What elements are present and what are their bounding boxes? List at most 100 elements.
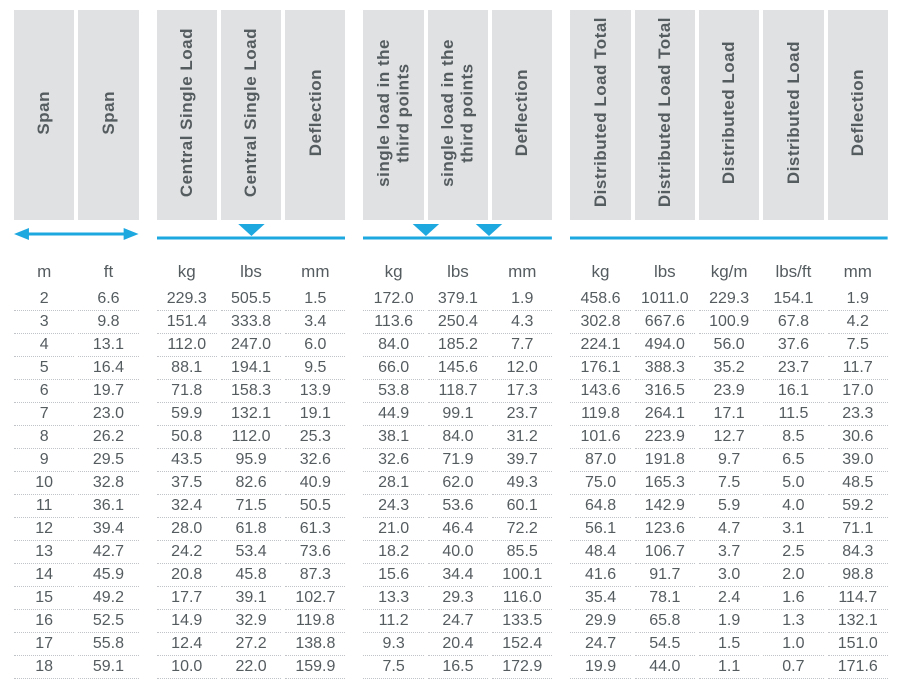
col-header-label: Distributed Load [719, 41, 739, 184]
unit-csl_defl: mm [285, 248, 345, 288]
cell-dl_defl: 98.8 [828, 564, 888, 587]
spacer [556, 380, 566, 403]
cell-csl_lbs: 505.5 [221, 288, 281, 311]
cell-tpl_defl: 60.1 [492, 495, 552, 518]
cell-tpl_kg: 18.2 [363, 541, 423, 564]
spacer [349, 541, 359, 564]
cell-span_ft: 45.9 [78, 564, 138, 587]
table-row: 1445.920.845.887.315.634.4100.141.691.73… [14, 564, 888, 587]
unit-row: mftkglbsmmkglbsmmkglbskg/mlbs/ftmm [14, 248, 888, 288]
cell-span_m: 18 [14, 656, 74, 679]
spacer [143, 541, 153, 564]
cell-span_ft: 19.7 [78, 380, 138, 403]
cell-dl_defl: 23.3 [828, 403, 888, 426]
cell-span_m: 16 [14, 610, 74, 633]
unit-dl_lbsft: lbs/ft [763, 248, 823, 288]
cell-span_m: 10 [14, 472, 74, 495]
cell-span_m: 2 [14, 288, 74, 311]
cell-dlt_lbs: 667.6 [635, 311, 695, 334]
table-row: 1755.812.427.2138.89.320.4152.424.754.51… [14, 633, 888, 656]
cell-dl_kgm: 56.0 [699, 334, 759, 357]
cell-csl_kg: 10.0 [157, 656, 217, 679]
cell-tpl_lbs: 84.0 [428, 426, 488, 449]
spacer [556, 564, 566, 587]
table-row: 26.6229.3505.51.5172.0379.11.9458.61011.… [14, 288, 888, 311]
spacer [349, 10, 359, 220]
cell-dl_kgm: 5.9 [699, 495, 759, 518]
cell-csl_lbs: 27.2 [221, 633, 281, 656]
cell-dlt_kg: 119.8 [570, 403, 630, 426]
cell-csl_kg: 59.9 [157, 403, 217, 426]
col-header-dl_lbsft: Distributed Load [763, 10, 823, 220]
spacer [143, 495, 153, 518]
diagram-row [14, 220, 888, 248]
cell-csl_kg: 43.5 [157, 449, 217, 472]
cell-csl_defl: 32.6 [285, 449, 345, 472]
spacer [349, 564, 359, 587]
cell-dlt_kg: 302.8 [570, 311, 630, 334]
cell-csl_lbs: 39.1 [221, 587, 281, 610]
spacer [556, 518, 566, 541]
cell-dl_defl: 132.1 [828, 610, 888, 633]
cell-dlt_kg: 48.4 [570, 541, 630, 564]
cell-span_ft: 36.1 [78, 495, 138, 518]
table-row: 1239.428.061.861.321.046.472.256.1123.64… [14, 518, 888, 541]
col-header-label: Span [99, 91, 119, 135]
cell-dl_kgm: 3.7 [699, 541, 759, 564]
col-header-tpl_lbs: single load in thethird points [428, 10, 488, 220]
cell-tpl_defl: 31.2 [492, 426, 552, 449]
col-header-label: Distributed Load [784, 41, 804, 184]
cell-span_ft: 42.7 [78, 541, 138, 564]
cell-dlt_kg: 29.9 [570, 610, 630, 633]
cell-dlt_kg: 458.6 [570, 288, 630, 311]
cell-tpl_lbs: 379.1 [428, 288, 488, 311]
table-row: 826.250.8112.025.338.184.031.2101.6223.9… [14, 426, 888, 449]
col-header-span_m: Span [14, 10, 74, 220]
cell-dlt_kg: 56.1 [570, 518, 630, 541]
cell-dlt_lbs: 165.3 [635, 472, 695, 495]
cell-tpl_lbs: 34.4 [428, 564, 488, 587]
cell-dl_kgm: 12.7 [699, 426, 759, 449]
cell-csl_lbs: 61.8 [221, 518, 281, 541]
spacer [143, 472, 153, 495]
spacer [556, 403, 566, 426]
cell-csl_lbs: 132.1 [221, 403, 281, 426]
cell-csl_defl: 13.9 [285, 380, 345, 403]
table-row: 1549.217.739.1102.713.329.3116.035.478.1… [14, 587, 888, 610]
unit-tpl_lbs: lbs [428, 248, 488, 288]
spacer [349, 334, 359, 357]
spacer [143, 220, 153, 248]
unit-dlt_lbs: lbs [635, 248, 695, 288]
cell-dl_lbsft: 0.7 [763, 656, 823, 679]
cell-tpl_kg: 32.6 [363, 449, 423, 472]
col-header-dlt_kg: Distributed Load Total [570, 10, 630, 220]
cell-span_m: 4 [14, 334, 74, 357]
third-points-load-icon [363, 224, 552, 244]
cell-dlt_lbs: 223.9 [635, 426, 695, 449]
cell-dl_defl: 59.2 [828, 495, 888, 518]
cell-dlt_lbs: 106.7 [635, 541, 695, 564]
cell-tpl_lbs: 24.7 [428, 610, 488, 633]
cell-csl_defl: 1.5 [285, 288, 345, 311]
load-table: SpanSpanCentral Single LoadCentral Singl… [10, 10, 892, 679]
cell-tpl_kg: 172.0 [363, 288, 423, 311]
spacer [349, 610, 359, 633]
cell-csl_lbs: 112.0 [221, 426, 281, 449]
spacer [143, 518, 153, 541]
unit-dl_kgm: kg/m [699, 248, 759, 288]
spacer [143, 380, 153, 403]
col-header-dl_kgm: Distributed Load [699, 10, 759, 220]
cell-span_m: 13 [14, 541, 74, 564]
cell-tpl_lbs: 29.3 [428, 587, 488, 610]
cell-dlt_lbs: 54.5 [635, 633, 695, 656]
spacer [143, 334, 153, 357]
central-diagram-cell [157, 220, 346, 248]
central-load-icon [157, 224, 346, 244]
spacer [143, 587, 153, 610]
cell-dlt_lbs: 1011.0 [635, 288, 695, 311]
cell-dl_defl: 7.5 [828, 334, 888, 357]
cell-csl_kg: 151.4 [157, 311, 217, 334]
spacer [349, 472, 359, 495]
cell-tpl_lbs: 118.7 [428, 380, 488, 403]
col-header-tpl_defl: Deflection [492, 10, 552, 220]
